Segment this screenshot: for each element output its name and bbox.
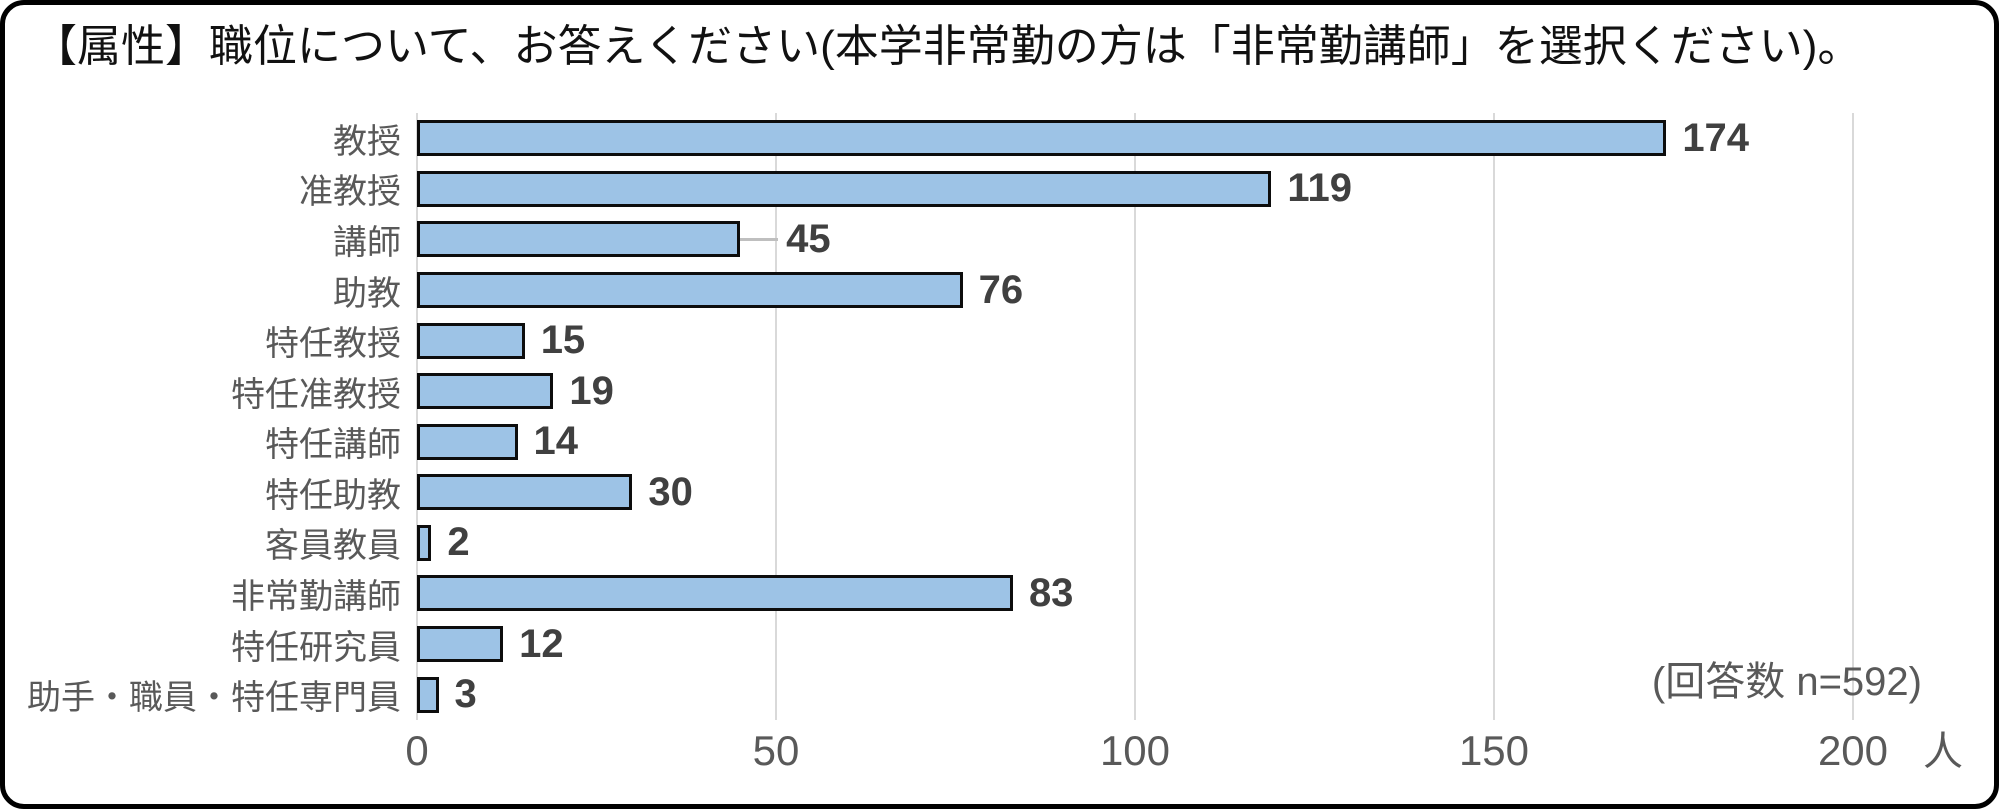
bar-track: 12 (417, 622, 1994, 667)
plot-area: 教授 174 准教授 119 講師 45 助教 76 特任教授 15 特任准教授 19 特任講師 14 特任… (5, 113, 1994, 720)
bar (417, 322, 525, 359)
category-label: 助手・職員・特任専門員 (27, 679, 401, 718)
category-label: 講師 (333, 223, 401, 262)
category-label: 教授 (333, 122, 401, 161)
bar (417, 272, 963, 309)
bar-track: 14 (417, 419, 1994, 464)
value-label: 3 (454, 672, 477, 717)
bar (417, 120, 1667, 157)
bar-track: 30 (417, 470, 1994, 515)
category-label: 特任准教授 (231, 375, 401, 414)
bar-track: 119 (417, 166, 1994, 211)
value-label: 12 (519, 621, 564, 666)
x-tick-label: 100 (1099, 727, 1171, 774)
bar (417, 474, 633, 511)
bar-rows: 教授 174 准教授 119 講師 45 助教 76 特任教授 15 特任准教授 19 特任講師 14 特任… (5, 113, 1994, 720)
bar-track: 2 (417, 520, 1994, 565)
value-label: 19 (569, 368, 614, 413)
bar-row: 特任助教 30 (5, 467, 1994, 518)
value-leader-line (740, 237, 779, 241)
gridline (1493, 113, 1495, 720)
category-label: 特任研究員 (231, 628, 401, 667)
bar-track: 19 (417, 369, 1994, 414)
gridline (416, 113, 418, 720)
bar-track: 15 (417, 318, 1994, 363)
bar (417, 221, 741, 258)
gridline (775, 113, 777, 720)
bar-track: 174 (417, 116, 1994, 161)
gridline (1134, 113, 1136, 720)
category-label: 准教授 (299, 173, 401, 212)
category-label: 特任教授 (265, 325, 401, 364)
value-label: 14 (533, 419, 579, 464)
category-label: 非常勤講師 (231, 577, 401, 616)
bar-row: 教授 174 (5, 113, 1994, 164)
value-label: 45 (786, 216, 831, 261)
bar-row: 助教 76 (5, 265, 1994, 316)
category-label: 助教 (333, 274, 401, 313)
category-label: 特任講師 (265, 426, 401, 465)
bar (417, 373, 554, 410)
bar-row: 特任准教授 19 (5, 366, 1994, 417)
category-label: 客員教員 (265, 527, 401, 566)
respondent-count-note: (回答数 n=592) (1651, 660, 1922, 704)
value-label: 2 (447, 520, 470, 565)
value-label: 15 (540, 318, 586, 363)
bar-track: 3 (417, 672, 1994, 717)
bar-row: 准教授 119 (5, 164, 1994, 215)
bar-track: 83 (417, 571, 1994, 616)
value-label: 83 (1028, 570, 1074, 615)
bar-row: 特任教授 15 (5, 315, 1994, 366)
bar-row: 客員教員 2 (5, 518, 1994, 569)
bar (417, 575, 1013, 612)
bar-row: 助手・職員・特任専門員 3 (5, 669, 1994, 720)
x-axis: 0 50 100 150 200 人 (5, 727, 1994, 788)
bar-row: 特任研究員 12 (5, 619, 1994, 670)
x-tick-label: 150 (1458, 727, 1530, 774)
bar-track: 76 (417, 268, 1994, 313)
x-tick-label: 200 (1817, 727, 1889, 774)
bar (417, 423, 518, 460)
bar-track: 45 (417, 217, 1994, 262)
bar-row: 非常勤講師 83 (5, 568, 1994, 619)
x-axis-unit-label: 人 (1923, 730, 1963, 774)
bar-row: 講師 45 (5, 214, 1994, 265)
x-tick-label: 0 (405, 727, 429, 774)
category-label: 特任助教 (265, 476, 401, 515)
x-tick-label: 50 (752, 727, 800, 774)
bar (417, 170, 1272, 207)
bar (417, 524, 432, 561)
value-label: 174 (1682, 115, 1750, 160)
gridline (1852, 113, 1854, 720)
chart-title: 【属性】職位について、お答えください(本学非常勤の方は「非常勤講師」を選択くださ… (33, 22, 1862, 71)
value-label: 30 (648, 469, 693, 514)
bar (417, 626, 504, 663)
bar (417, 676, 439, 713)
value-label: 119 (1287, 166, 1352, 211)
bar-row: 特任講師 14 (5, 416, 1994, 467)
value-label: 76 (978, 267, 1024, 312)
